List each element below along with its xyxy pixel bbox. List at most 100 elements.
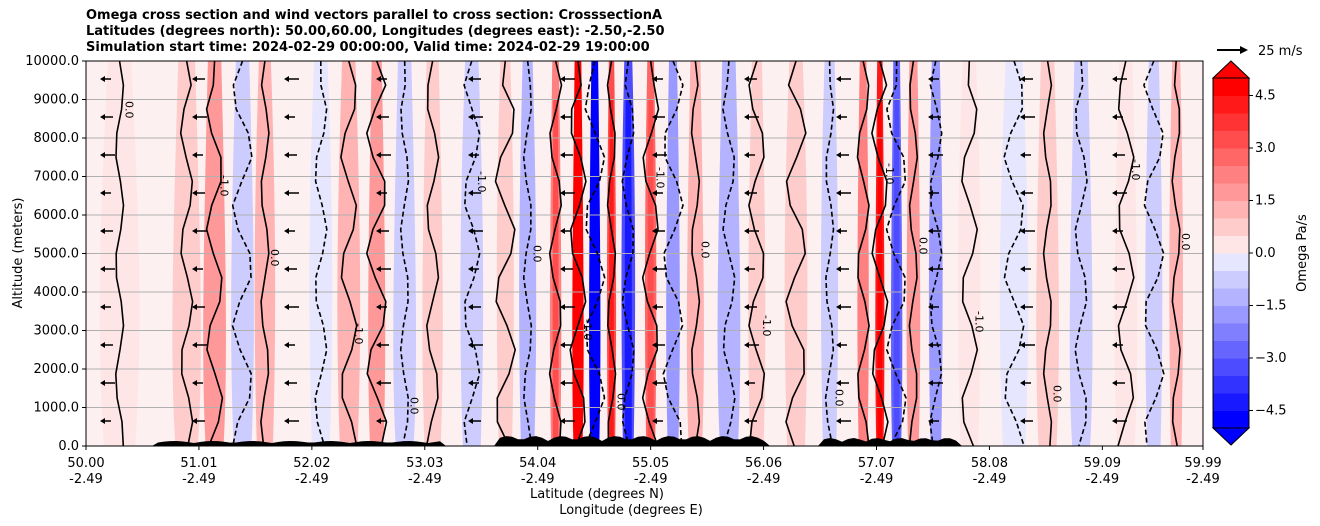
wind-vector-arrowhead	[468, 190, 473, 196]
wind-vector-arrowhead	[1112, 418, 1117, 424]
wind-vector-arrowhead	[1020, 304, 1025, 310]
colorbar-segment	[1213, 410, 1249, 429]
x-tick-label-lon: -2.49	[182, 472, 216, 487]
wind-vector-arrowhead	[1204, 228, 1209, 234]
omega-band-core	[647, 99, 654, 446]
wind-vector-arrowhead	[928, 418, 933, 424]
contour-line	[1171, 61, 1181, 446]
x-tick-label-lon: -2.49	[295, 472, 329, 487]
contour-line	[231, 61, 253, 446]
wind-vector-arrowhead	[836, 152, 841, 158]
wind-vector-arrowhead	[192, 342, 197, 348]
contour-line	[1117, 61, 1135, 446]
x-tick-label-lat: 59.09	[1084, 456, 1121, 471]
x-tick-label-lat: 51.01	[180, 456, 217, 471]
contour-line	[641, 61, 660, 446]
terrain	[86, 436, 1203, 446]
wind-vector-arrowhead	[468, 152, 473, 158]
colorbar-segment	[1213, 235, 1249, 254]
contour-label: 0.0	[1051, 385, 1064, 403]
wind-vector-arrowhead	[1020, 228, 1025, 234]
x-axis-label-lat: Latitude (degrees N)	[530, 487, 664, 502]
contour-line	[856, 61, 870, 446]
wind-vector-arrowhead	[744, 380, 749, 386]
wind-vector-arrowhead	[1020, 266, 1025, 272]
contour-line	[748, 61, 766, 446]
colorbar-segment	[1213, 95, 1249, 114]
wind-vector-arrowhead	[376, 342, 381, 348]
wind-vector-arrowhead	[192, 266, 197, 272]
x-tick-label-lat: 50.00	[67, 456, 104, 471]
wind-vector-arrowhead	[836, 304, 841, 310]
wind-vector-arrowhead	[836, 380, 841, 386]
wind-vector-arrowhead	[100, 152, 105, 158]
y-tick-label: 1000.0	[34, 401, 80, 416]
wind-vector-arrowhead	[652, 228, 657, 234]
contour-label: -1.0	[654, 167, 667, 188]
wind-vector-arrowhead	[560, 418, 565, 424]
contour-line	[494, 61, 517, 446]
wind-vector-arrowhead	[652, 190, 657, 196]
wind-vector-arrowhead	[100, 76, 105, 82]
wind-vector-arrowhead	[468, 76, 473, 82]
colorbar-segment	[1213, 253, 1249, 271]
wind-vector-arrowhead	[652, 76, 657, 82]
y-tick-label: 6000.0	[34, 208, 80, 223]
x-tick-label-lon: -2.49	[747, 472, 781, 487]
colorbar-tick-label: 3.0	[1255, 141, 1276, 156]
wind-vector-arrowhead	[100, 342, 105, 348]
wind-vector-arrowhead	[652, 266, 657, 272]
contour-label: -1.0	[972, 311, 985, 332]
contour-label: 0.0	[268, 249, 281, 267]
wind-vector-arrowhead	[744, 342, 749, 348]
omega-band-core	[574, 99, 581, 446]
wind-vector-arrowhead	[1112, 304, 1117, 310]
wind-vector-arrowhead	[192, 418, 197, 424]
contour-line	[621, 61, 635, 446]
x-tick-label-lon: -2.49	[973, 472, 1007, 487]
contour-line	[569, 61, 587, 446]
wind-vector-arrowhead	[560, 342, 565, 348]
wind-vector-arrowhead	[560, 114, 565, 120]
x-tick-label-lat: 57.07	[858, 456, 895, 471]
wind-vector-arrowhead	[560, 190, 565, 196]
contour-label: -1.0	[218, 175, 231, 196]
omega-band-core	[877, 99, 883, 446]
contour-line	[205, 61, 224, 446]
wind-vector-arrowhead	[284, 76, 289, 82]
wind-vector-arrowhead	[100, 418, 105, 424]
colorbar-segment	[1213, 340, 1249, 359]
wind-vector-arrowhead	[836, 114, 841, 120]
colorbar-segment	[1213, 130, 1249, 149]
wind-vector-arrowhead	[468, 114, 473, 120]
wind-vector-arrowhead	[560, 228, 565, 234]
wind-vector-arrowhead	[744, 266, 749, 272]
contour-label: 0.0	[833, 389, 846, 407]
colorbar-segment	[1213, 200, 1249, 219]
wind-vector-arrowhead	[468, 266, 473, 272]
wind-vector-arrowhead	[1112, 190, 1117, 196]
x-tick-label-lat: 55.05	[632, 456, 669, 471]
wind-vector-arrowhead	[1204, 76, 1209, 82]
wind-vector-arrowhead	[928, 228, 933, 234]
colorbar: 4.5 3.0 1.5 0.0 −1.5 −3.0 −4.5	[1211, 60, 1287, 446]
wind-vector-arrowhead	[468, 418, 473, 424]
contour-label: -1.0	[581, 319, 594, 340]
wind-vector-arrowhead	[1204, 190, 1209, 196]
wind-vector-arrowhead	[652, 114, 657, 120]
plot-area: 0.0 -1.0 0.0 -1.0 0.0 -1.0 0.0 -1.0 0.0 -1.0 0.0 -1…	[86, 61, 1209, 446]
wind-vector-arrowhead	[1020, 380, 1025, 386]
wind-vector-arrowhead	[1112, 266, 1117, 272]
wind-vector-arrowhead	[1204, 342, 1209, 348]
x-axis: 50.00-2.4951.01-2.4952.02-2.4953.03-2.49…	[67, 446, 1222, 487]
colorbar-tick-label: 1.5	[1255, 194, 1276, 209]
contour-label: -1.0	[1129, 159, 1142, 180]
contour-label: -1.0	[475, 171, 488, 192]
wind-vector-arrowhead	[652, 418, 657, 424]
omega-band-core	[552, 99, 559, 446]
contour-label: 0.0	[916, 237, 929, 255]
contour-line	[871, 61, 889, 446]
wind-vector-arrowhead	[100, 114, 105, 120]
wind-vector-arrowhead	[928, 190, 933, 196]
